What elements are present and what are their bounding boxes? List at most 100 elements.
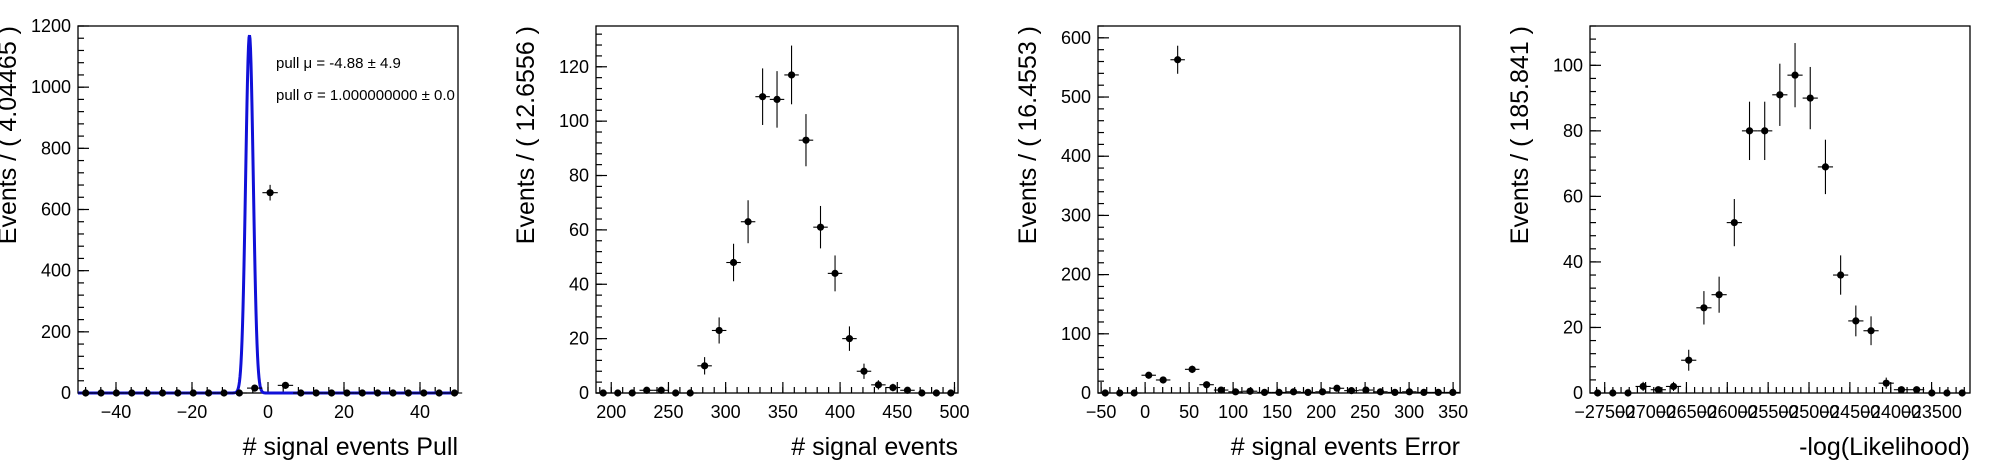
y-tick-label: 20	[1563, 317, 1583, 337]
data-point	[697, 357, 712, 375]
data-point	[1431, 388, 1446, 397]
point-marker	[1958, 389, 1966, 397]
point-marker	[903, 386, 912, 394]
data-point	[185, 389, 201, 397]
data-point	[1787, 43, 1803, 108]
data-point	[1833, 255, 1849, 295]
data-point	[1878, 377, 1894, 389]
point-marker	[643, 386, 651, 394]
data-point	[339, 389, 355, 397]
data-point	[1726, 199, 1742, 247]
x-tick-label: 300	[711, 402, 741, 422]
point-marker	[1304, 388, 1312, 397]
x-tick-label: 50	[1179, 402, 1199, 422]
point-marker	[1347, 387, 1356, 395]
point-marker	[802, 136, 810, 144]
data-point	[1863, 316, 1879, 346]
point-marker	[1882, 379, 1890, 387]
x-tick-label: 20	[334, 402, 354, 422]
y-axis-title: Events / ( 4.04465 )	[0, 26, 22, 244]
x-tick-label: 200	[596, 402, 626, 422]
point-marker	[128, 389, 136, 397]
x-tick-label: 200	[1306, 402, 1336, 422]
point-marker	[1145, 371, 1153, 379]
point-marker	[860, 367, 868, 375]
data-point	[1757, 101, 1773, 161]
x-tick-label: −50	[1086, 402, 1117, 422]
point-marker	[1420, 388, 1428, 397]
point-marker	[874, 381, 883, 389]
point-marker	[1715, 291, 1723, 299]
data-point	[914, 389, 930, 397]
x-tick-label: 100	[1218, 402, 1248, 422]
data-point	[1213, 386, 1229, 394]
data-point	[1228, 388, 1243, 396]
data-point	[231, 389, 248, 397]
legend-entry: pull σ = 1.000000000 ± 0.0	[276, 87, 455, 104]
x-tick-label: −24500	[1820, 402, 1881, 422]
data-point	[827, 255, 843, 292]
x-tick-label: 500	[939, 402, 969, 422]
data-point	[1098, 389, 1113, 397]
data-point	[1344, 387, 1359, 395]
point-marker	[1669, 382, 1678, 391]
plot-frame	[595, 25, 959, 394]
y-axis-title: Events / ( 12.6556 )	[512, 26, 540, 244]
point-marker	[1188, 365, 1196, 373]
y-tick-label: 20	[569, 329, 589, 349]
point-marker	[143, 389, 151, 397]
data-point	[1242, 387, 1258, 395]
point-marker	[889, 383, 897, 392]
point-marker	[1174, 56, 1182, 64]
x-tick-label: 350	[768, 402, 798, 422]
point-marker	[1405, 388, 1413, 396]
point-marker	[701, 362, 709, 370]
data-point	[726, 243, 741, 282]
x-tick-label: 0	[263, 402, 273, 422]
point-marker	[251, 384, 259, 392]
y-tick-label: 0	[1573, 383, 1583, 403]
data-point	[170, 389, 186, 397]
point-marker	[1837, 271, 1845, 279]
data-point	[1924, 389, 1940, 397]
legend-entry: pull μ = -4.88 ± 4.9	[276, 55, 401, 72]
point-marker	[831, 269, 839, 277]
y-tick-label: 120	[559, 57, 589, 77]
y-axis-title: Events / ( 16.4553 )	[1014, 26, 1042, 244]
data-point	[1373, 388, 1388, 396]
y-tick-label: 60	[1563, 186, 1583, 206]
point-marker	[686, 389, 694, 397]
data-point	[943, 389, 959, 397]
data-point	[1199, 381, 1214, 389]
x-tick-label: 0	[1140, 402, 1150, 422]
point-marker	[1101, 389, 1109, 397]
data-point	[711, 317, 727, 344]
data-point	[1329, 384, 1345, 392]
data-point	[1402, 388, 1417, 396]
point-marker	[374, 389, 382, 397]
x-tick-label: −24000	[1860, 402, 1921, 422]
data-point	[1590, 389, 1606, 397]
point-marker	[389, 389, 397, 397]
y-tick-label: 200	[41, 322, 71, 342]
data-point	[247, 384, 263, 392]
data-point	[1893, 386, 1910, 394]
point-marker	[1434, 388, 1442, 397]
x-tick-label: −26000	[1697, 402, 1758, 422]
point-marker	[1449, 388, 1457, 397]
point-marker	[358, 389, 366, 397]
data-point	[77, 389, 94, 397]
data-point	[108, 389, 125, 397]
data-point	[1711, 276, 1727, 313]
point-marker	[297, 389, 305, 397]
data-point	[610, 389, 626, 397]
y-tick-label: 1000	[31, 77, 71, 97]
point-marker	[1116, 389, 1124, 397]
x-tick-label: −27000	[1615, 402, 1676, 422]
data-point	[682, 389, 698, 397]
point-marker	[82, 389, 90, 397]
point-marker	[235, 389, 243, 397]
point-marker	[97, 389, 105, 397]
data-point	[1358, 386, 1374, 394]
data-point	[200, 389, 217, 397]
